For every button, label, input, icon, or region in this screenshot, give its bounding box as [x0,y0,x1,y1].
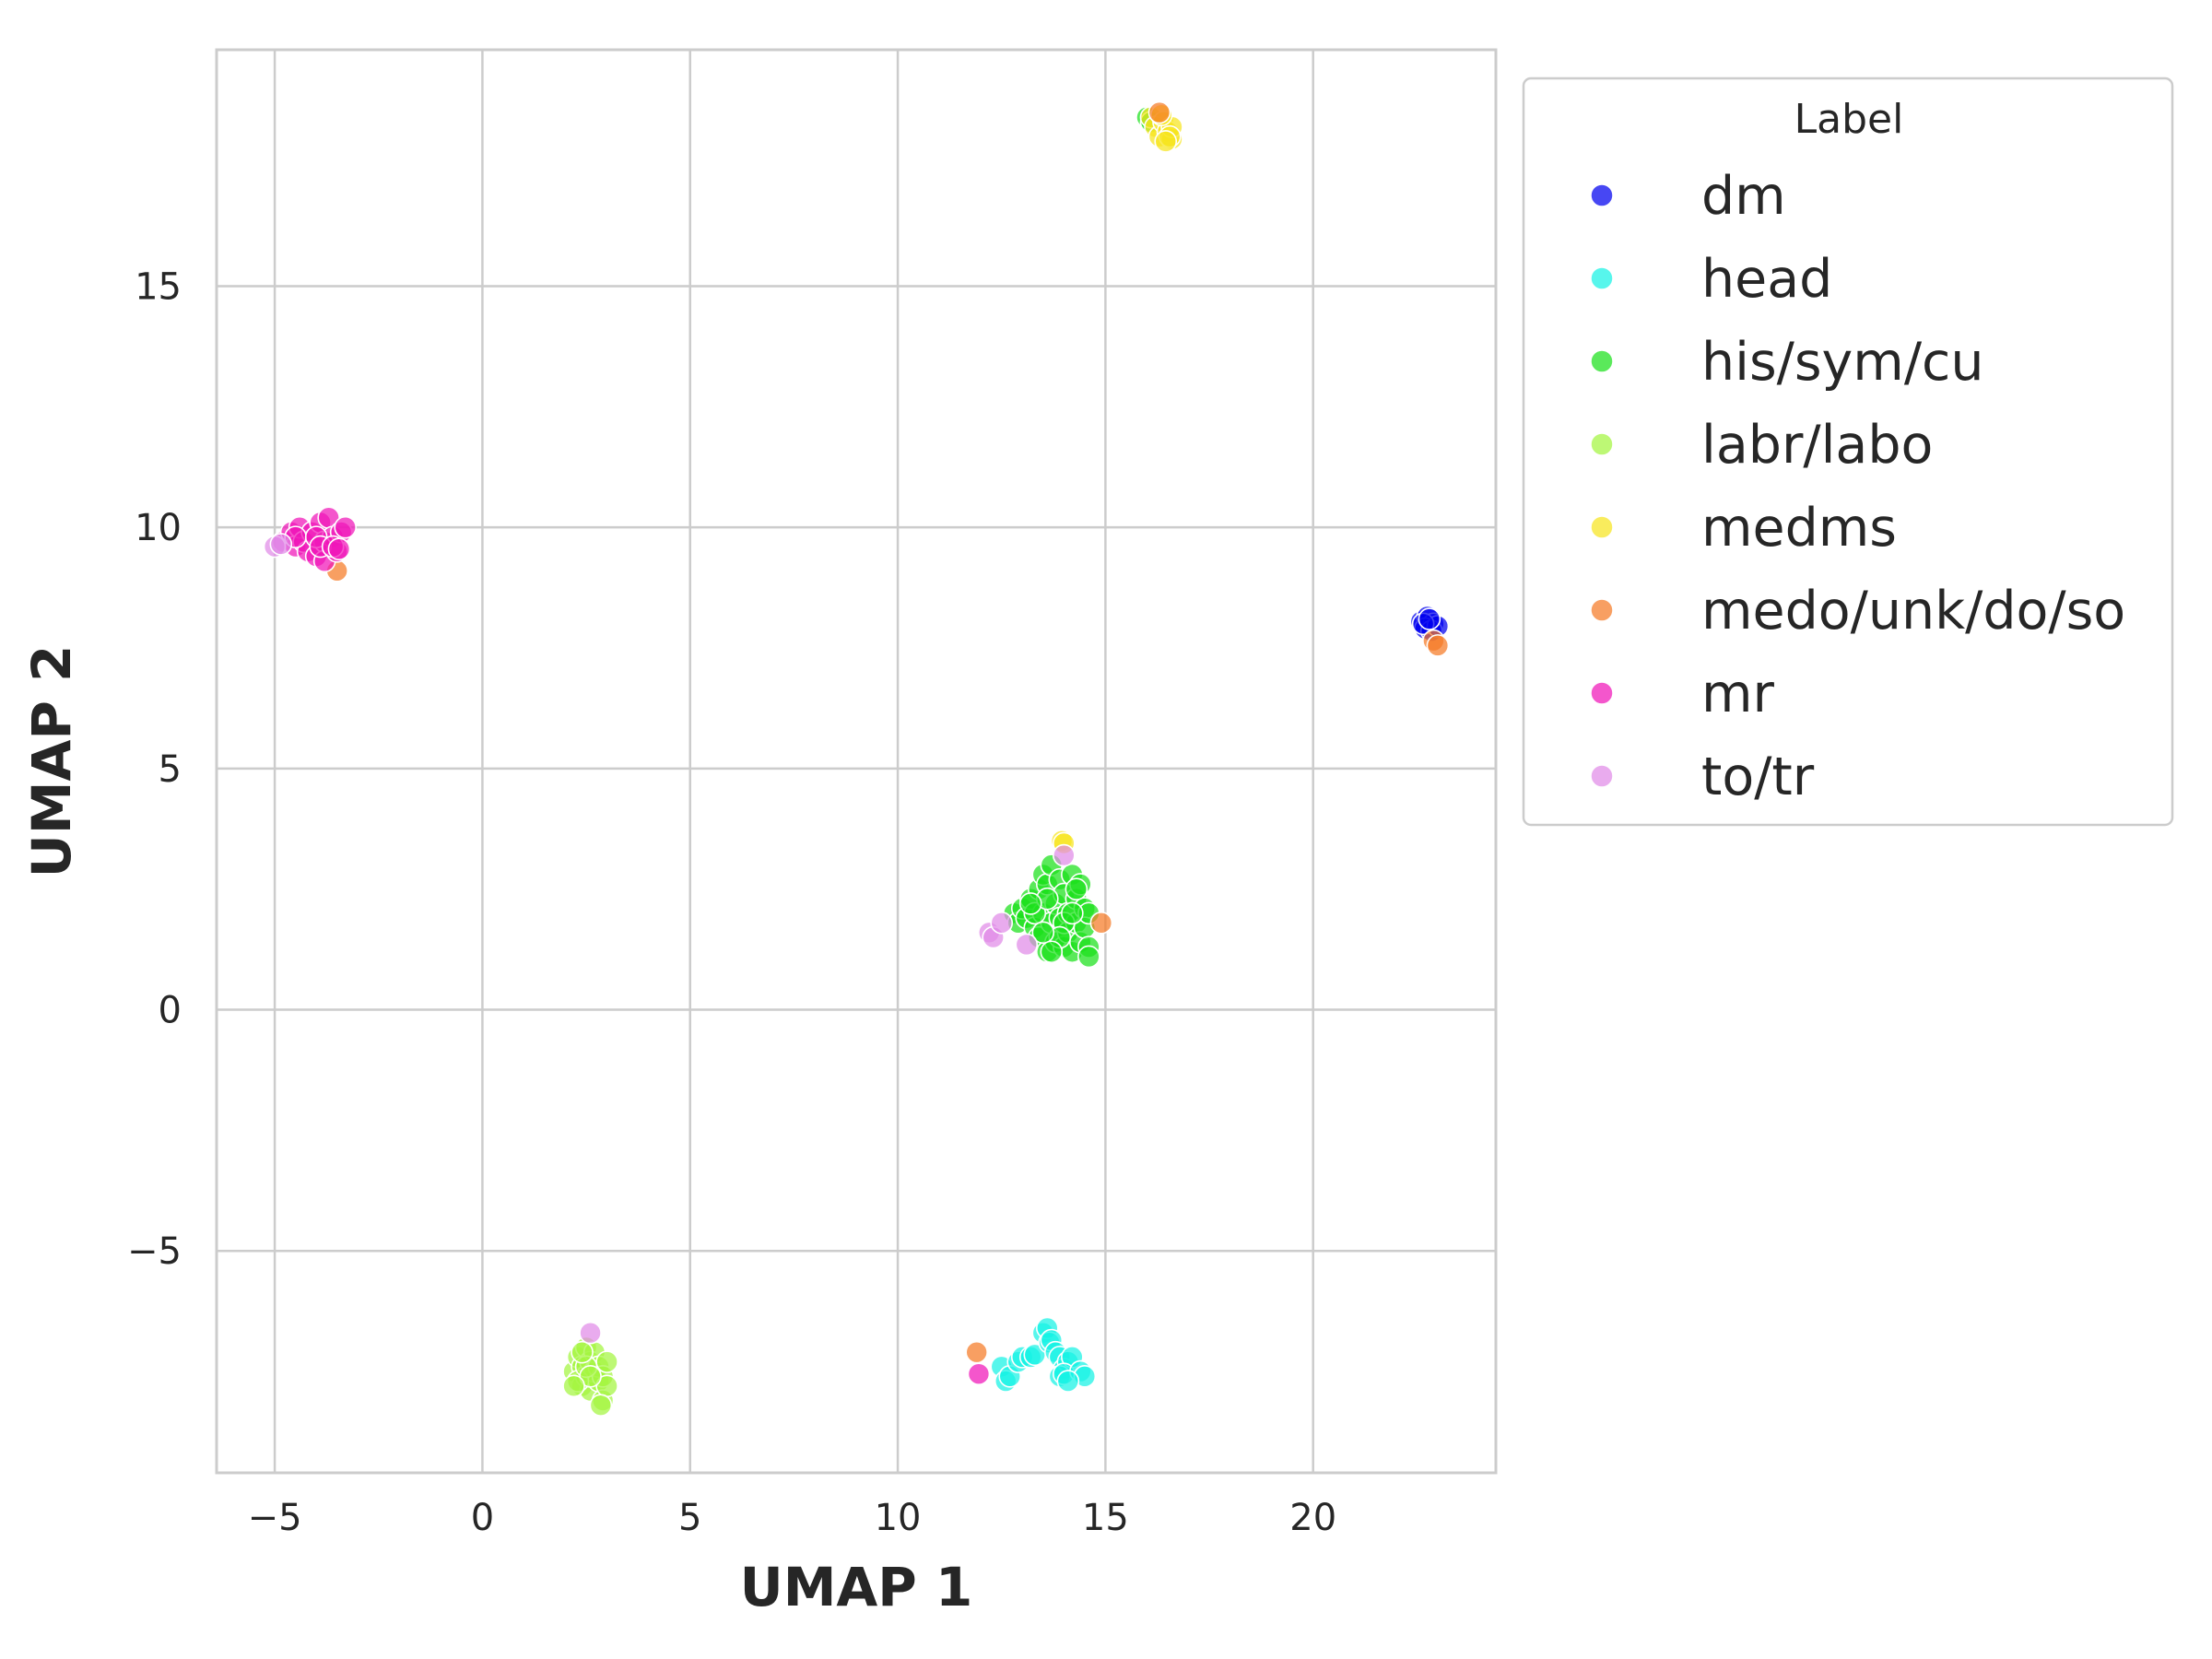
legend-label: medms [1701,498,1897,559]
data-point [269,533,293,556]
y-tick-label: 0 [159,990,182,1032]
data-point [1053,843,1076,867]
data-point [1077,945,1100,969]
legend-marker [1590,515,1614,539]
data-point [1147,100,1171,124]
y-tick-label: 5 [159,748,182,791]
x-tick-label: −5 [248,1497,302,1539]
legend-marker [1590,349,1614,373]
legend-marker [1590,764,1614,788]
data-point [595,1350,618,1373]
data-point [1154,130,1178,153]
legend-label: labr/labo [1701,415,1933,476]
legend-label: medo/unk/do/so [1701,581,2125,641]
x-axis-title: UMAP 1 [740,1556,973,1618]
data-point [1065,877,1088,900]
legend-label: mr [1701,664,1775,724]
data-point [1040,940,1064,964]
data-point [1426,634,1450,657]
data-point [965,1340,988,1364]
y-tick-label: 10 [135,507,182,549]
data-point [1015,933,1039,957]
legend-marker [1590,598,1614,622]
legend-items: dm head his/sym/cu labr/labo medms medo/unk/d… [1590,166,2125,807]
data-point [589,1394,613,1418]
data-point [1056,1370,1080,1393]
data-point [990,912,1014,935]
data-point [334,515,358,539]
series-mr [271,506,991,1386]
x-tick-label: 5 [678,1497,701,1539]
data-point [1418,607,1441,630]
legend-title: Label [1794,96,1904,143]
legend-label: head [1701,249,1832,310]
plot-frame [215,48,1498,1475]
legend-label: dm [1701,166,1786,227]
data-point [1061,901,1084,925]
data-point [571,1340,594,1364]
legend: Label dm head his/sym/cu labr/labo medms medo… [1522,76,2174,827]
data-point [579,1365,602,1388]
data-point [967,1362,991,1386]
x-tick-label: 15 [1082,1497,1129,1539]
y-tick-label: −5 [127,1230,182,1273]
data-point [579,1321,602,1345]
y-axis-title: UMAP 2 [20,645,83,878]
legend-label: to/tr [1701,747,1815,807]
x-tick-label: 10 [875,1497,922,1539]
x-tick-label: 0 [471,1497,494,1539]
y-tick-label: 15 [135,265,182,308]
data-points [263,100,1450,1418]
data-point [562,1374,585,1398]
data-point [1031,921,1055,945]
data-point [327,537,351,561]
tick-labels: −5 0 5 10 15 20 −5 0 5 10 15 [127,265,1336,1539]
legend-marker [1590,681,1614,705]
data-point [1089,912,1113,935]
legend-marker [1590,183,1614,207]
series-to-tr [263,533,1076,1345]
x-tick-label: 20 [1289,1497,1336,1539]
legend-marker [1590,266,1614,290]
legend-marker [1590,432,1614,456]
grid-lines [217,50,1496,1473]
legend-box [1522,76,2174,827]
legend-label: his/sym/cu [1701,332,1984,393]
series-head [990,1316,1097,1393]
data-point [1018,892,1042,915]
